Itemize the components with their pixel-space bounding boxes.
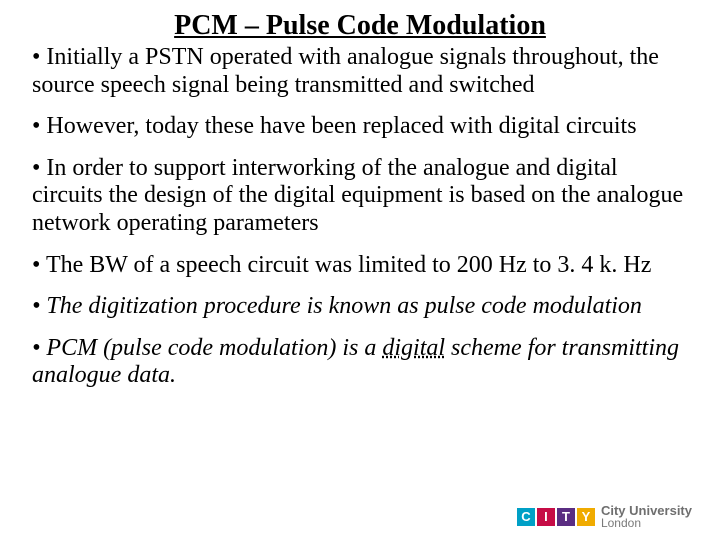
bullet-item: • In order to support interworking of th…	[32, 155, 688, 238]
digital-link[interactable]: digital	[382, 335, 445, 361]
page-title: PCM – Pulse Code Modulation	[92, 10, 628, 42]
bullet-item: • The digitization procedure is known as…	[32, 293, 688, 321]
bullet-item: • However, today these have been replace…	[32, 113, 688, 141]
bullet-item: • PCM (pulse code modulation) is a digit…	[32, 335, 688, 390]
logo-line1: City University	[601, 504, 692, 518]
bullet-text-pre: • PCM (pulse code modulation) is a	[32, 335, 382, 361]
logo-letter-c: C	[517, 508, 535, 526]
bullet-item: • Initially a PSTN operated with analogu…	[32, 44, 688, 99]
logo-letter-y: Y	[577, 508, 595, 526]
logo-letter-i: I	[537, 508, 555, 526]
university-logo: C I T Y City University London	[517, 504, 692, 530]
logo-letter-t: T	[557, 508, 575, 526]
slide: PCM – Pulse Code Modulation • Initially …	[0, 0, 720, 540]
logo-text: City University London	[601, 504, 692, 530]
logo-line2: London	[601, 517, 692, 530]
bullet-item: • The BW of a speech circuit was limited…	[32, 252, 688, 280]
logo-blocks: C I T Y	[517, 508, 595, 526]
